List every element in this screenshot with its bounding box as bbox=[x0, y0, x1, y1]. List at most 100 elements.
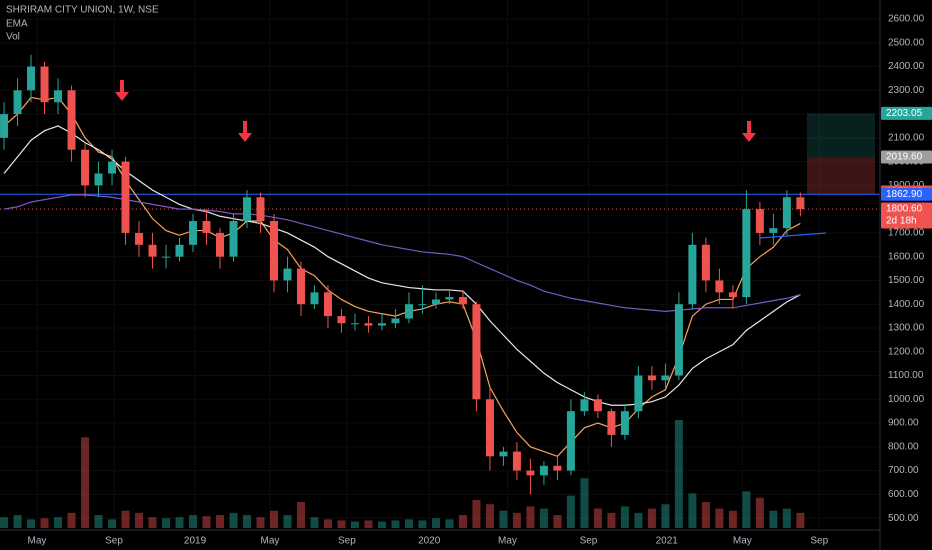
volume-bar bbox=[580, 478, 589, 528]
candle-body bbox=[580, 399, 589, 412]
volume-bar bbox=[216, 515, 224, 528]
volume-bar bbox=[472, 499, 481, 528]
target-zone bbox=[807, 113, 875, 157]
volume-bar bbox=[539, 508, 548, 528]
volume-bar bbox=[310, 517, 319, 528]
candle-body bbox=[54, 90, 63, 103]
price-label-box bbox=[881, 187, 932, 201]
volume-bar bbox=[108, 519, 117, 528]
candle-body bbox=[553, 465, 562, 471]
candle-body bbox=[269, 221, 278, 281]
candle-body bbox=[27, 66, 36, 91]
y-tick-label: 700.00 bbox=[888, 465, 919, 476]
x-tick-label: Sep bbox=[810, 536, 828, 547]
price-label-box bbox=[881, 106, 932, 120]
volume-bar bbox=[593, 508, 602, 528]
y-tick-label: 1200.00 bbox=[888, 346, 925, 357]
volume-bar bbox=[27, 519, 36, 528]
candle-body bbox=[728, 292, 737, 298]
candle-body bbox=[175, 244, 184, 257]
volume-bar bbox=[418, 520, 427, 528]
volume-bar bbox=[54, 517, 63, 528]
volume-bar bbox=[728, 510, 737, 528]
candle-body bbox=[404, 304, 413, 319]
candle-body bbox=[485, 399, 494, 457]
price-label-box bbox=[881, 202, 932, 229]
volume-bar bbox=[647, 508, 656, 528]
x-tick-label: Sep bbox=[338, 536, 356, 547]
volume-bar bbox=[229, 512, 238, 528]
candle-body bbox=[216, 232, 224, 257]
volume-bar bbox=[661, 504, 670, 528]
volume-bar bbox=[431, 518, 440, 528]
y-tick-label: 1900.00 bbox=[888, 180, 925, 191]
candle-body bbox=[242, 197, 251, 222]
candle-body bbox=[661, 375, 670, 381]
volume-bar bbox=[81, 437, 90, 528]
volume-bar bbox=[377, 521, 386, 528]
volume-bar bbox=[688, 493, 697, 528]
chart-title: SHRIRAM CITY UNION, 1W, NSE bbox=[6, 5, 159, 16]
arrow bbox=[115, 80, 129, 101]
volume-bar bbox=[512, 512, 521, 528]
candle-body bbox=[202, 221, 211, 233]
x-tick-label: Sep bbox=[580, 536, 598, 547]
ema-line bbox=[3, 194, 801, 312]
x-tick-label: 2019 bbox=[184, 536, 207, 547]
volume-bar bbox=[796, 512, 805, 528]
candle-body bbox=[256, 197, 265, 222]
price-label: 2203.05 bbox=[886, 108, 923, 119]
volume-bar bbox=[269, 510, 278, 528]
candle-body bbox=[189, 221, 198, 245]
candle-body bbox=[566, 411, 575, 471]
candle-body bbox=[364, 323, 373, 326]
plot-layer bbox=[0, 0, 880, 530]
x-tick-label: May bbox=[260, 536, 279, 547]
x-tick-label: May bbox=[28, 536, 47, 547]
arrow bbox=[238, 121, 252, 142]
candle-body bbox=[472, 304, 481, 400]
stop-zone bbox=[807, 156, 875, 195]
candle-body bbox=[283, 268, 292, 281]
candle-body bbox=[81, 149, 90, 186]
volume-bar bbox=[40, 518, 49, 528]
candle-body bbox=[458, 297, 467, 305]
y-tick-label: 2300.00 bbox=[888, 85, 925, 96]
candle-body bbox=[755, 209, 764, 233]
candle-body bbox=[121, 161, 130, 233]
candle-body bbox=[796, 197, 805, 210]
volume-bar bbox=[135, 512, 144, 528]
volume-bar bbox=[445, 519, 454, 528]
y-tick-label: 2400.00 bbox=[888, 61, 925, 72]
candle-body bbox=[769, 228, 778, 233]
y-tick-label: 500.00 bbox=[888, 513, 919, 524]
volume-bar bbox=[404, 519, 413, 528]
volume-bar bbox=[67, 512, 76, 528]
candle-body bbox=[620, 411, 629, 435]
candle-body bbox=[13, 90, 22, 115]
candle-body bbox=[431, 299, 440, 305]
y-tick-label: 1500.00 bbox=[888, 275, 925, 286]
candle-body bbox=[742, 209, 751, 298]
candle-body bbox=[391, 318, 400, 324]
candle-body bbox=[337, 316, 346, 324]
candle-body bbox=[715, 280, 724, 293]
volume-bar bbox=[566, 495, 575, 528]
annotation-arrows bbox=[115, 80, 756, 142]
volume-bar bbox=[256, 517, 265, 528]
price-label: 1800.60 bbox=[886, 204, 923, 215]
y-tick-label: 2600.00 bbox=[888, 14, 925, 25]
candle-body bbox=[499, 451, 508, 457]
volume-bar bbox=[242, 515, 251, 528]
volume-bar bbox=[364, 520, 373, 528]
candle-body bbox=[148, 244, 157, 257]
candle-body bbox=[607, 411, 616, 435]
price-label: 1862.90 bbox=[886, 189, 923, 200]
y-tick-label: 900.00 bbox=[888, 418, 919, 429]
volume-bar bbox=[485, 504, 494, 528]
indicator-label: Vol bbox=[6, 32, 20, 43]
ema-line bbox=[3, 96, 801, 458]
volume-bar bbox=[162, 518, 171, 528]
candle-body bbox=[135, 232, 144, 245]
